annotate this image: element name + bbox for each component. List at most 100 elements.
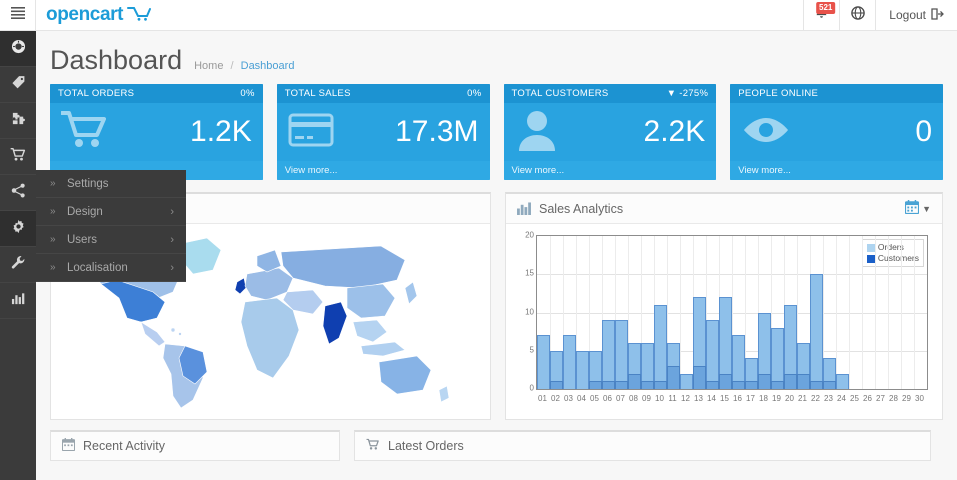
- chart-x-tick-label: 20: [785, 394, 794, 403]
- chart-bar[interactable]: [823, 381, 836, 389]
- chart-gridline-vertical: [550, 236, 551, 389]
- chart-bar[interactable]: [706, 381, 719, 389]
- chart-bar[interactable]: [810, 274, 823, 389]
- chart-bar[interactable]: [771, 327, 784, 389]
- chart-bar[interactable]: [654, 304, 667, 389]
- tile-percent-wrap: ▼ -275%: [667, 88, 709, 99]
- flyout-item-label: Localisation: [67, 261, 128, 274]
- chart-bar[interactable]: [615, 381, 628, 389]
- store-front-button[interactable]: [839, 0, 875, 30]
- chart-bar[interactable]: [589, 350, 602, 389]
- user-icon: [515, 109, 559, 156]
- breadcrumb-home[interactable]: Home: [194, 60, 224, 72]
- chart-bar[interactable]: [563, 335, 576, 389]
- chart-gridline-vertical: [706, 236, 707, 389]
- chart-bar[interactable]: [745, 381, 758, 389]
- chart-bar[interactable]: [797, 373, 810, 389]
- sidebar-item-marketing[interactable]: [0, 175, 36, 211]
- chart-bar[interactable]: [589, 381, 602, 389]
- flyout-item-label: Design: [67, 205, 103, 218]
- flyout-item-users[interactable]: » Users ›: [36, 226, 186, 254]
- tile-body: 0: [730, 103, 943, 161]
- tile-footer-link[interactable]: View more...: [276, 161, 490, 180]
- chart-bar[interactable]: [758, 373, 771, 389]
- chart-bar[interactable]: [719, 297, 732, 389]
- tile-total-orders[interactable]: TOTAL ORDERS 0% 1.2K: [50, 84, 263, 180]
- top-header-bar: opencart 521: [0, 0, 957, 31]
- chart-bar[interactable]: [784, 373, 797, 389]
- tile-title: PEOPLE ONLINE: [738, 88, 819, 99]
- double-chevron-right-icon: »: [50, 206, 56, 217]
- chart-bar[interactable]: [719, 373, 732, 389]
- globe-icon: [850, 5, 865, 25]
- sidebar-item-system[interactable]: [0, 211, 36, 247]
- chart-bar[interactable]: [771, 381, 784, 389]
- chart-bar[interactable]: [576, 350, 589, 389]
- chart-bar[interactable]: [732, 381, 745, 389]
- list-menu-icon: [10, 6, 25, 24]
- chart-x-tick-label: 24: [837, 394, 846, 403]
- tile-title: TOTAL CUSTOMERS: [511, 88, 609, 99]
- flyout-item-localisation[interactable]: » Localisation ›: [36, 254, 186, 282]
- header-spacer: [151, 0, 803, 30]
- chart-x-tick-label: 09: [642, 394, 651, 403]
- chart-y-tick-label: 0: [529, 383, 534, 393]
- legend-swatch-orders: [866, 243, 875, 252]
- sidebar-item-sales[interactable]: [0, 139, 36, 175]
- chart-bar[interactable]: [680, 373, 693, 389]
- chart-bar[interactable]: [693, 297, 706, 389]
- sidebar-icon-rail: [0, 31, 36, 480]
- chart-bar[interactable]: [667, 366, 680, 389]
- chart-bar[interactable]: [654, 381, 667, 389]
- sidebar-item-dashboard[interactable]: [0, 31, 36, 67]
- tile-people-online[interactable]: PEOPLE ONLINE 0 View more...: [730, 84, 943, 180]
- breadcrumb-separator: /: [230, 60, 234, 72]
- chart-bar[interactable]: [745, 358, 758, 389]
- chart-bar[interactable]: [641, 343, 654, 389]
- chart-bar[interactable]: [706, 320, 719, 389]
- chart-x-tick-label: 16: [733, 394, 742, 403]
- chart-bar[interactable]: [537, 335, 550, 389]
- recent-activity-title: Recent Activity: [83, 439, 165, 453]
- flyout-item-settings[interactable]: » Settings: [36, 170, 186, 198]
- tile-title: TOTAL ORDERS: [58, 88, 135, 99]
- chart-bar[interactable]: [784, 304, 797, 389]
- chart-gridline-vertical: [849, 236, 850, 389]
- chart-bar[interactable]: [641, 381, 654, 389]
- chart-bar[interactable]: [693, 366, 706, 389]
- sidebar-item-reports[interactable]: [0, 283, 36, 319]
- sidebar-item-catalog[interactable]: [0, 67, 36, 103]
- chart-bar[interactable]: [602, 320, 615, 389]
- logout-button[interactable]: Logout: [875, 0, 957, 30]
- tile-header: TOTAL ORDERS 0%: [50, 84, 263, 103]
- chart-bar[interactable]: [810, 381, 823, 389]
- bottom-panels: Recent Activity Latest Orders: [36, 420, 957, 461]
- tile-footer-link[interactable]: View more...: [503, 161, 717, 180]
- chart-bar[interactable]: [732, 335, 745, 389]
- sales-analytics-chart[interactable]: Orders Customers 0 5 10 15 20 01 02 03 04 05 06 07…: [514, 230, 934, 416]
- chart-bar[interactable]: [550, 350, 563, 389]
- chart-bar[interactable]: [628, 373, 641, 389]
- chart-bar[interactable]: [550, 381, 563, 389]
- sidebar-item-tools[interactable]: [0, 247, 36, 283]
- chart-bar[interactable]: [823, 358, 836, 389]
- chart-bar[interactable]: [758, 312, 771, 389]
- brand-logo-link[interactable]: opencart: [36, 0, 152, 30]
- tile-total-sales[interactable]: TOTAL SALES 0% 17.3M View more...: [276, 84, 490, 180]
- chart-bar[interactable]: [602, 381, 615, 389]
- flyout-item-design[interactable]: » Design ›: [36, 198, 186, 226]
- tile-header: TOTAL SALES 0%: [276, 84, 490, 103]
- tile-footer-link[interactable]: View more...: [730, 161, 943, 180]
- brand-label: opencart: [46, 4, 124, 25]
- tile-value: 0: [915, 115, 932, 148]
- chart-bar[interactable]: [836, 373, 849, 389]
- page-header: Dashboard Home / Dashboard: [36, 31, 957, 84]
- notifications-button[interactable]: 521: [803, 0, 839, 30]
- sidebar-toggle-button[interactable]: [0, 0, 36, 30]
- sidebar-item-extensions[interactable]: [0, 103, 36, 139]
- chart-range-selector[interactable]: ▼: [904, 200, 931, 217]
- latest-orders-panel-header: Latest Orders: [355, 432, 930, 460]
- tile-total-customers[interactable]: TOTAL CUSTOMERS ▼ -275% 2.2K Vi: [503, 84, 717, 180]
- chart-bar[interactable]: [615, 320, 628, 389]
